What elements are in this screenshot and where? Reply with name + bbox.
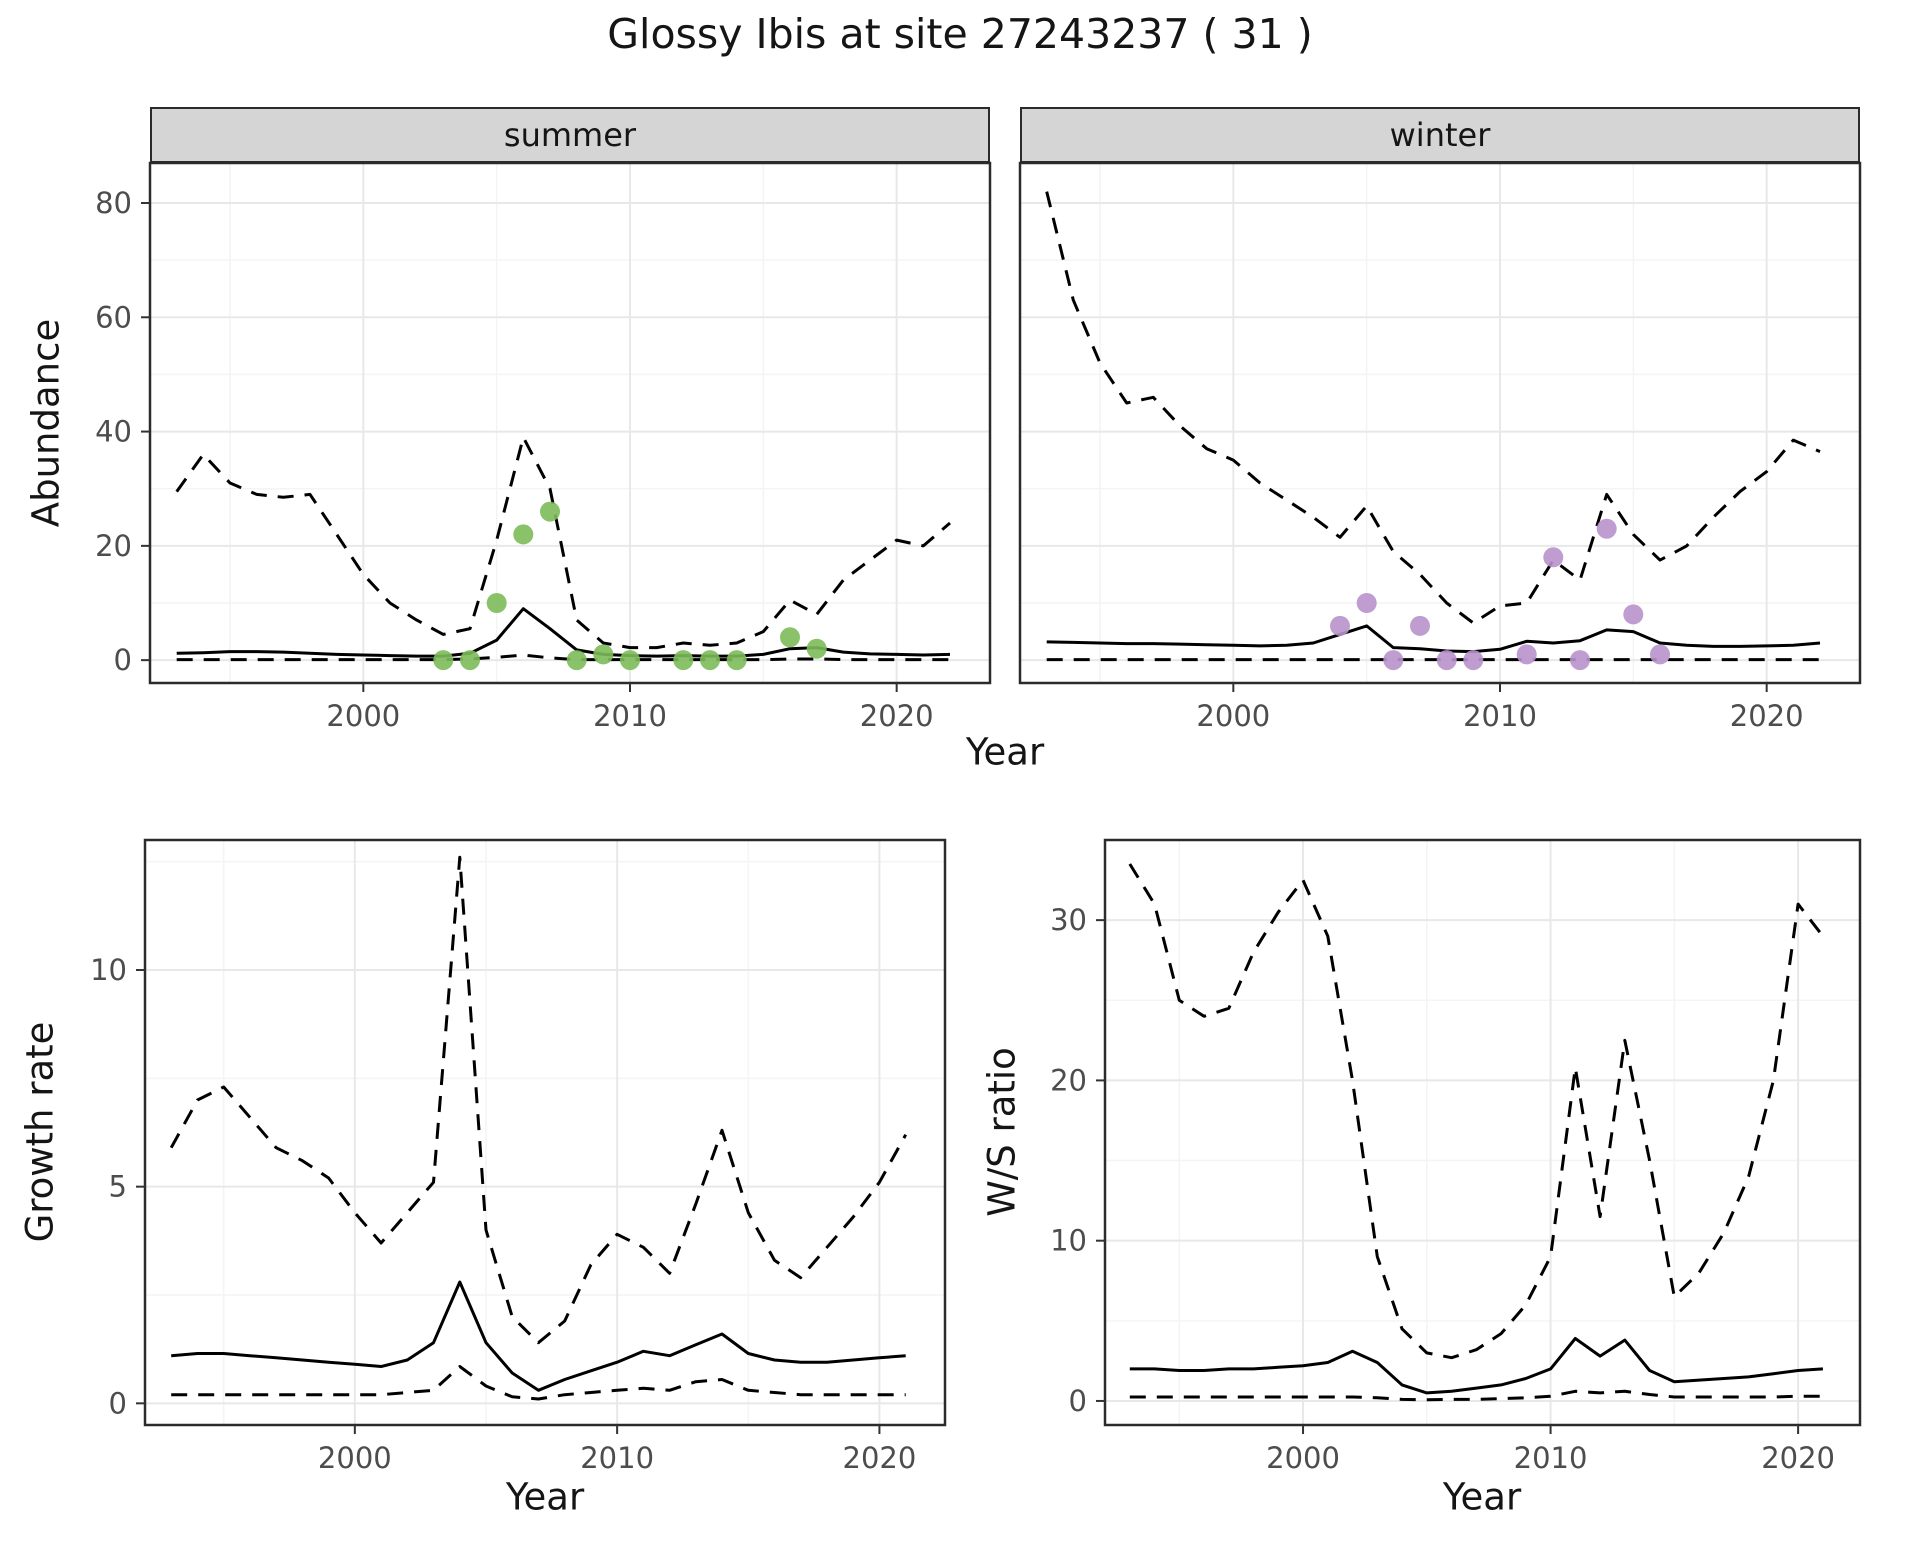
svg-text:60: 60	[95, 300, 132, 334]
svg-text:2000: 2000	[318, 1441, 392, 1475]
svg-text:2020: 2020	[843, 1441, 917, 1475]
svg-text:2000: 2000	[326, 699, 400, 733]
chart-title: Glossy Ibis at site 27243237 ( 31 )	[607, 10, 1313, 58]
x-axis-title-top: Year	[965, 730, 1045, 774]
svg-text:30: 30	[1050, 903, 1087, 937]
x-axis-title-ws: Year	[1442, 1475, 1522, 1519]
facet-strip-winter-label: winter	[1389, 116, 1491, 154]
svg-text:2020: 2020	[1761, 1441, 1835, 1475]
svg-text:2020: 2020	[860, 699, 934, 733]
svg-text:2010: 2010	[593, 699, 667, 733]
svg-text:80: 80	[95, 186, 132, 220]
svg-text:0: 0	[1069, 1384, 1087, 1418]
svg-text:2010: 2010	[1463, 699, 1537, 733]
svg-text:2000: 2000	[1266, 1441, 1340, 1475]
svg-text:20: 20	[1050, 1063, 1087, 1097]
svg-text:0: 0	[109, 1386, 127, 1420]
svg-text:2020: 2020	[1730, 699, 1804, 733]
panel-abundance-summer: 2000 2010 2020 0 20 40 60 80	[95, 161, 992, 733]
facet-strip-summer-label: summer	[503, 116, 637, 154]
facet-strip-summer: summer	[150, 107, 990, 163]
x-axis-title-growth: Year	[505, 1475, 585, 1519]
y-axis-title-ws-ratio: W/S ratio	[980, 1047, 1024, 1217]
panel-ws-ratio: 2000 2010 2020 0 10 20 30	[1050, 838, 1862, 1475]
y-axis-title-growth-rate: Growth rate	[18, 1021, 62, 1243]
facet-strip-winter: winter	[1020, 107, 1860, 163]
svg-text:2000: 2000	[1196, 699, 1270, 733]
svg-text:10: 10	[90, 953, 127, 987]
svg-text:0: 0	[114, 643, 132, 677]
svg-text:5: 5	[109, 1170, 127, 1204]
svg-text:2010: 2010	[1514, 1441, 1588, 1475]
svg-text:2010: 2010	[580, 1441, 654, 1475]
panel-growth-rate: 2000 2010 2020 0 5 10	[90, 838, 947, 1475]
panel-abundance-winter: 2000 2010 2020	[1018, 161, 1862, 733]
svg-text:10: 10	[1050, 1224, 1087, 1258]
y-axis-title-abundance: Abundance	[24, 318, 68, 528]
svg-text:40: 40	[95, 415, 132, 449]
svg-text:20: 20	[95, 529, 132, 563]
